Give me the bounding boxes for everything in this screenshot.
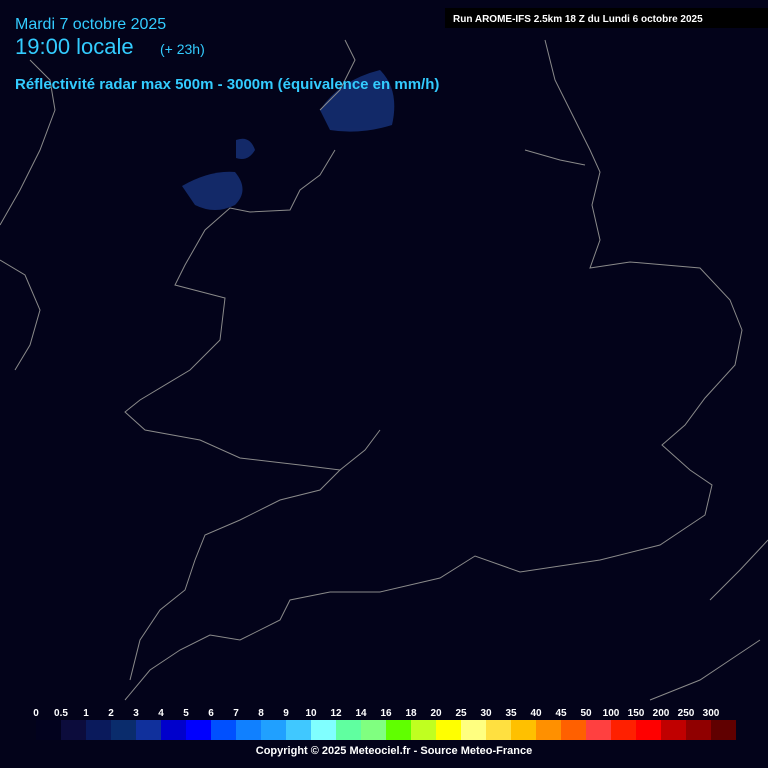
legend-label: 100 (603, 708, 620, 719)
legend-label: 200 (653, 708, 670, 719)
legend-label: 150 (628, 708, 645, 719)
legend-label: 16 (380, 708, 392, 719)
legend-label: 1 (83, 708, 89, 719)
time: 19:00 locale (15, 34, 134, 59)
legend-swatch (211, 720, 236, 740)
legend-label: 4 (158, 708, 164, 719)
legend-swatch (611, 720, 636, 740)
legend-label: 40 (530, 708, 542, 719)
legend-swatch (686, 720, 711, 740)
legend-swatch (511, 720, 536, 740)
legend-swatch (261, 720, 286, 740)
legend-swatch (186, 720, 211, 740)
legend-label: 12 (330, 708, 342, 719)
legend-label: 14 (355, 708, 367, 719)
copyright: Copyright © 2025 Meteociel.fr - Source M… (256, 745, 532, 757)
legend-swatch (361, 720, 386, 740)
legend-swatch (236, 720, 261, 740)
subtitle: Réflectivité radar max 500m - 3000m (équ… (15, 76, 439, 93)
coastlines (0, 39, 768, 701)
legend-label: 6 (208, 708, 214, 719)
legend-swatch (311, 720, 336, 740)
legend-label: 45 (555, 708, 567, 719)
legend-label: 250 (678, 708, 695, 719)
legend-label: 9 (283, 708, 289, 719)
legend-label: 300 (703, 708, 720, 719)
legend-swatch (536, 720, 561, 740)
legend: 0 0.5 1 2 3 4 5 6 7 8 9 10 12 14 16 18 20 25 30 35 40 45 50 100… (33, 708, 736, 740)
legend-label: 2 (108, 708, 114, 719)
legend-label: 3 (133, 708, 139, 719)
legend-label: 25 (455, 708, 467, 719)
legend-swatch (61, 720, 86, 740)
legend-label: 7 (233, 708, 239, 719)
legend-swatch (36, 720, 61, 740)
legend-swatch (286, 720, 311, 740)
run-info: Run AROME-IFS 2.5km 18 Z du Lundi 6 octo… (453, 14, 703, 25)
legend-swatch (86, 720, 111, 740)
legend-label: 30 (480, 708, 492, 719)
run-banner (445, 8, 768, 28)
legend-label: 50 (580, 708, 592, 719)
offset: (+ 23h) (160, 41, 205, 57)
legend-swatch (111, 720, 136, 740)
legend-swatch (586, 720, 611, 740)
legend-label: 0.5 (54, 708, 68, 719)
legend-label: 18 (405, 708, 417, 719)
legend-swatch (411, 720, 436, 740)
legend-label: 35 (505, 708, 517, 719)
legend-swatch (136, 720, 161, 740)
legend-label: 5 (183, 708, 189, 719)
legend-swatch (386, 720, 411, 740)
legend-label: 10 (305, 708, 317, 719)
legend-swatch (436, 720, 461, 740)
legend-swatch (486, 720, 511, 740)
legend-swatch (461, 720, 486, 740)
legend-swatch (711, 720, 736, 740)
legend-swatch (661, 720, 686, 740)
legend-label: 8 (258, 708, 264, 719)
date: Mardi 7 octobre 2025 (15, 16, 166, 33)
legend-swatch (161, 720, 186, 740)
legend-swatch (561, 720, 586, 740)
legend-label: 0 (33, 708, 39, 719)
legend-swatch (336, 720, 361, 740)
rain-areas (182, 70, 395, 210)
legend-label: 20 (430, 708, 442, 719)
legend-swatch (636, 720, 661, 740)
